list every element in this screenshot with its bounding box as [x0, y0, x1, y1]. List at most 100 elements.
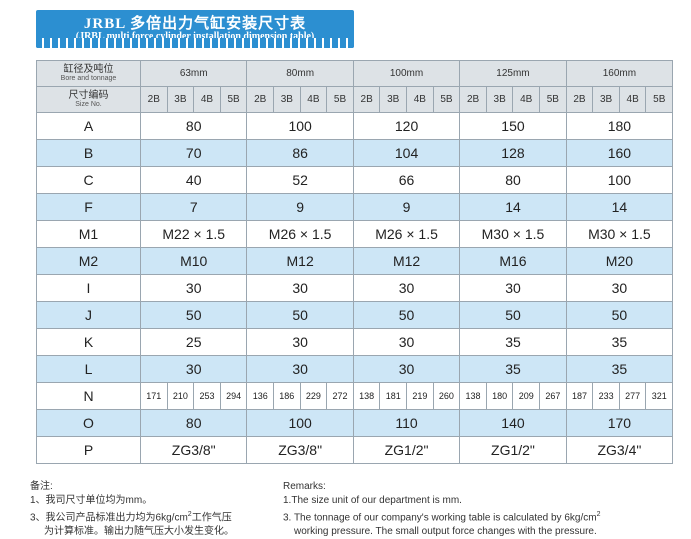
notes-cn-heading: 备注: [30, 481, 53, 492]
row-label: B [36, 139, 141, 167]
table-row: I 30 30 30 30 30 [36, 274, 674, 302]
value-cell: M26 × 1.5 [352, 220, 461, 248]
tonnage-cell: 3B [166, 86, 195, 113]
value-cell: 70 [139, 139, 248, 167]
value-cell: 128 [459, 139, 567, 167]
value-cell: ZG3/8" [139, 436, 248, 464]
table-row: A 80 100 120 150 180 [36, 112, 674, 140]
table-row: F 7 9 9 14 14 [36, 193, 674, 221]
row-label: F [36, 193, 141, 221]
value-cell: M10 [139, 247, 248, 275]
value-cell: 14 [565, 193, 674, 221]
table-row: M2 M10 M12 M12 M16 M20 [36, 247, 674, 275]
value-cell: 7 [139, 193, 248, 221]
row-label: I [36, 274, 141, 302]
value-cell: 100 [565, 166, 674, 194]
bore-label-cn: 缸径及吨位 [63, 63, 114, 75]
tonnage-cell: 3B [273, 86, 301, 113]
notes-en-line1: 1.The size unit of our department is mm. [283, 495, 462, 506]
value-cell: 272 [326, 382, 354, 410]
value-cell: 50 [352, 301, 461, 329]
value-cell: ZG1/2" [352, 436, 461, 464]
value-cell: 66 [352, 166, 461, 194]
value-cell: 233 [592, 382, 620, 410]
tonnage-cell: 3B [379, 86, 408, 113]
bore-63: 63mm [139, 60, 248, 87]
value-cell: 30 [246, 355, 354, 383]
value-cell: 40 [139, 166, 248, 194]
value-cell: 50 [565, 301, 674, 329]
value-cell: 35 [459, 355, 567, 383]
size-label-en: Size No. [75, 100, 102, 108]
value-cell: 80 [459, 166, 567, 194]
row-label: O [36, 409, 141, 437]
value-cell: 30 [246, 328, 354, 356]
row-label: L [36, 355, 141, 383]
row-label: A [36, 112, 141, 140]
value-cell: ZG3/4" [565, 436, 674, 464]
tonnage-cell: 5B [432, 86, 461, 113]
tonnage-cell: 2B [246, 86, 275, 113]
value-cell: 30 [139, 274, 248, 302]
value-cell: 294 [219, 382, 248, 410]
value-cell: 104 [352, 139, 461, 167]
tonnage-cell: 2B [565, 86, 594, 113]
value-cell: 35 [565, 328, 674, 356]
value-cell: 30 [352, 274, 461, 302]
value-cell: 210 [166, 382, 195, 410]
value-cell: 30 [565, 274, 674, 302]
value-cell: 209 [512, 382, 541, 410]
table-row: M1 M22 × 1.5 M26 × 1.5 M26 × 1.5 M30 × 1.5 M3… [36, 220, 674, 248]
row-label: K [36, 328, 141, 356]
value-cell: 160 [565, 139, 674, 167]
value-cell: 219 [406, 382, 434, 410]
row-label: N [36, 382, 141, 410]
title-en: (JRBL multi force cylinder installation … [75, 31, 315, 42]
value-cell: 138 [459, 382, 487, 410]
value-cell: ZG3/8" [246, 436, 354, 464]
table-row: C 40 52 66 80 100 [36, 166, 674, 194]
value-cell: 136 [246, 382, 275, 410]
banner-stripe [36, 38, 354, 48]
tonnage-cell: 4B [406, 86, 434, 113]
notes-en-heading: Remarks: [283, 481, 326, 492]
value-cell: 50 [139, 301, 248, 329]
bore-125: 125mm [459, 60, 567, 87]
value-cell: 52 [246, 166, 354, 194]
row-label: M2 [36, 247, 141, 275]
value-cell: 80 [139, 112, 248, 140]
value-cell: 321 [645, 382, 674, 410]
tonnage-cell: 4B [618, 86, 647, 113]
bore-160: 160mm [565, 60, 674, 87]
bore-header-cell: 缸径及吨位 Bore and tonnage [36, 60, 141, 87]
tonnage-cell: 5B [219, 86, 248, 113]
value-cell: 30 [139, 355, 248, 383]
table-row: O 80 100 110 140 170 [36, 409, 674, 437]
value-cell: 180 [485, 382, 514, 410]
tonnage-cell: 2B [140, 86, 168, 113]
value-cell: M22 × 1.5 [139, 220, 248, 248]
header-row-tonnage: 尺寸编码 Size No. 2B 3B 4B 5B 2B 3B 4B 5B 2B 3B 4B 5B 2B… [36, 86, 674, 113]
value-cell: 9 [246, 193, 354, 221]
value-cell: 180 [565, 112, 674, 140]
value-cell: 35 [565, 355, 674, 383]
value-cell: 86 [246, 139, 354, 167]
value-cell: 229 [299, 382, 328, 410]
table-row: N 171 210 253 294 136 186 229 272 138 181 219 260 138… [36, 382, 674, 410]
value-cell: 267 [539, 382, 567, 410]
tonnage-cell: 2B [352, 86, 381, 113]
table-row: B 70 86 104 128 160 [36, 139, 674, 167]
tonnage-cell: 4B [193, 86, 221, 113]
value-cell: 100 [246, 112, 354, 140]
value-cell: 9 [352, 193, 461, 221]
row-label: P [36, 436, 141, 464]
bore-label-en: Bore and tonnage [60, 74, 117, 82]
value-cell: 30 [246, 274, 354, 302]
tonnage-cell: 5B [645, 86, 674, 113]
value-cell: 253 [193, 382, 221, 410]
tonnage-cell: 5B [539, 86, 567, 113]
tonnage-cell: 4B [299, 86, 328, 113]
table-row: J 50 50 50 50 50 [36, 301, 674, 329]
size-label-cn: 尺寸编码 [68, 89, 109, 101]
value-cell: 181 [379, 382, 408, 410]
